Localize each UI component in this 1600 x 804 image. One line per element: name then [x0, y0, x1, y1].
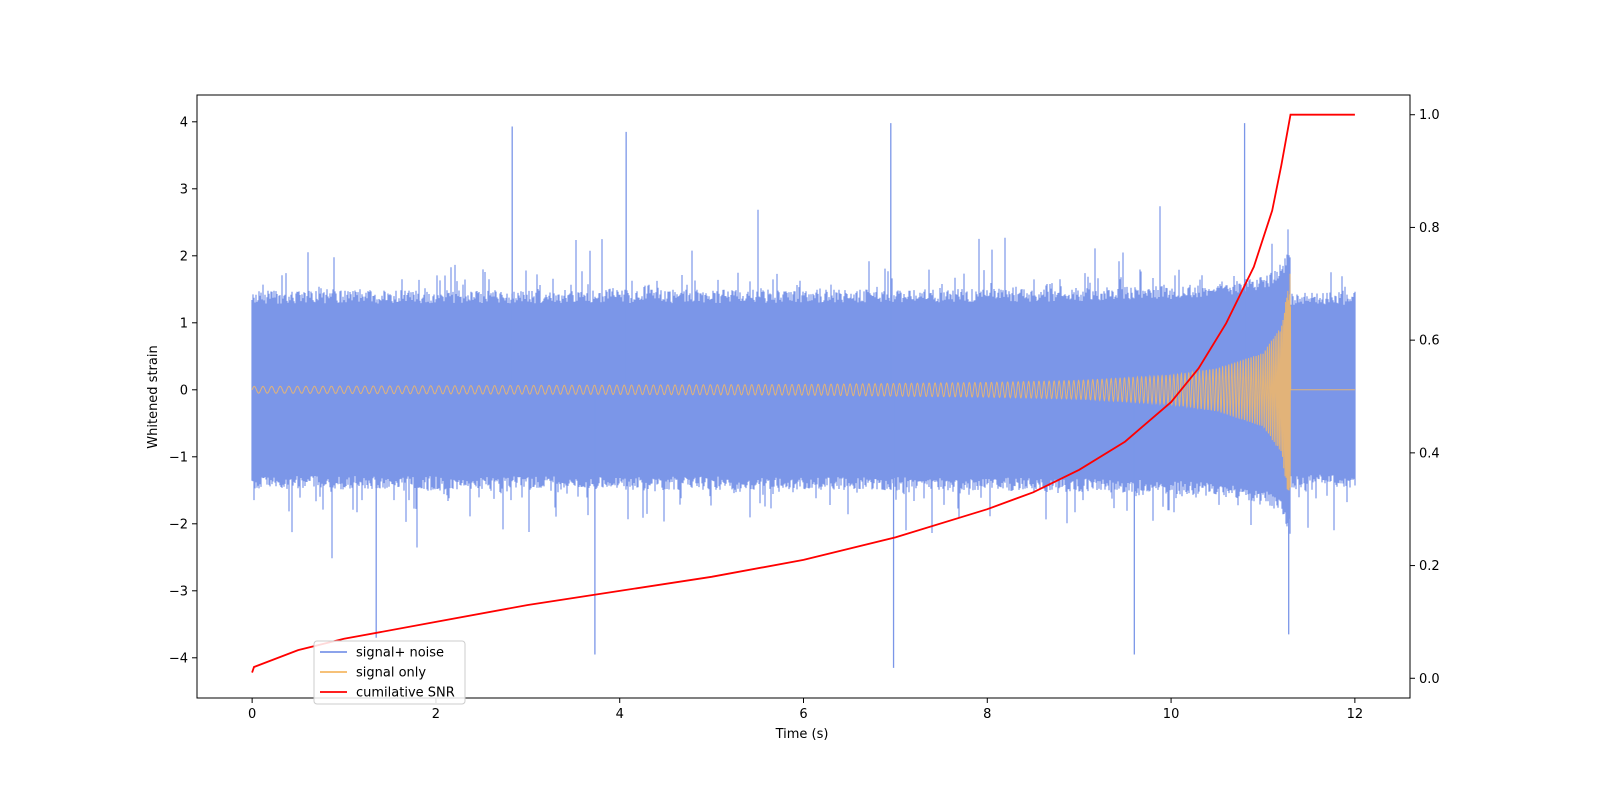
legend: signal+ noise signal only cumilative SNR [313, 640, 466, 705]
x-tick-label: 0 [248, 707, 256, 722]
x-tick-label: 10 [1163, 707, 1180, 722]
x-tick-label: 2 [432, 707, 440, 722]
y-tick-label: −3 [169, 584, 188, 599]
y-axis-ticks: −4 −3 −2 −1 0 1 2 3 4 [169, 115, 197, 666]
legend-label: signal only [356, 666, 426, 681]
y-tick-label: 2 [180, 249, 188, 264]
y-tick-label: −2 [169, 517, 188, 532]
y2-tick-label: 0.0 [1419, 672, 1440, 687]
x-tick-label: 6 [799, 707, 807, 722]
y-tick-label: 0 [180, 383, 188, 398]
signal-only-series [251, 273, 1355, 491]
legend-label: cumilative SNR [356, 686, 455, 701]
x-tick-label: 12 [1347, 707, 1364, 722]
cumulative-snr-series [251, 113, 1355, 673]
y-tick-label: −4 [169, 651, 188, 666]
y2-tick-label: 1.0 [1419, 108, 1440, 123]
x-tick-label: 4 [616, 707, 624, 722]
y-tick-label: 1 [180, 316, 188, 331]
y-tick-label: −1 [169, 450, 188, 465]
y-tick-label: 3 [180, 182, 188, 197]
y-tick-label: 4 [180, 115, 188, 130]
legend-label: signal+ noise [356, 646, 444, 661]
y2-tick-label: 0.4 [1419, 446, 1440, 461]
y2-tick-label: 0.8 [1419, 221, 1440, 236]
y2-tick-label: 0.6 [1419, 334, 1440, 349]
y-axis-label: Whitened strain [146, 345, 161, 448]
snr-line [251, 113, 1355, 673]
legend-box [313, 640, 466, 705]
signal-chirp-line [251, 273, 1355, 491]
y2-axis-ticks: 0.0 0.2 0.4 0.6 0.8 1.0 [1410, 108, 1440, 687]
x-axis-ticks: 0 2 4 6 8 10 12 [248, 698, 1363, 722]
y2-tick-label: 0.2 [1419, 559, 1440, 574]
x-tick-label: 8 [983, 707, 991, 722]
x-axis-label: Time (s) [775, 727, 829, 742]
